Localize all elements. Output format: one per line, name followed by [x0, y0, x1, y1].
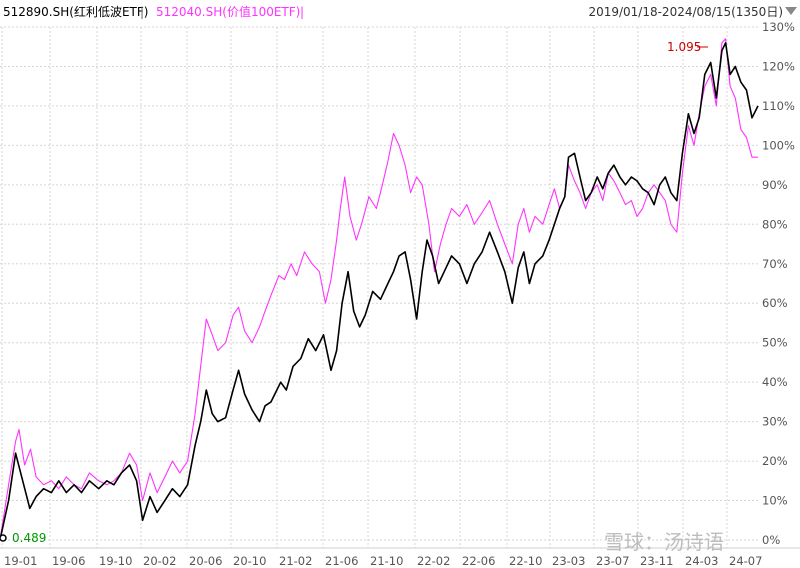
y-tick-label: 120% [762, 59, 795, 73]
grid-layer [0, 26, 800, 549]
date-range: 2019/01/18-2024/08/15(1350日) [588, 5, 783, 19]
y-tick-label: 110% [762, 99, 795, 113]
y-tick-label: 0% [762, 533, 780, 547]
y-tick-label: 100% [762, 138, 795, 152]
y-tick-label: 20% [762, 454, 788, 468]
x-tick-label: 22-02 [417, 554, 450, 568]
y-tick-label: 30% [762, 415, 788, 429]
y-tick-label: 10% [762, 494, 788, 508]
x-tick-label: 24-03 [685, 554, 718, 568]
y-tick-label: 70% [762, 257, 788, 271]
y-tick-label: 60% [762, 296, 788, 310]
x-tick-label: 21-10 [370, 554, 403, 568]
y-tick-label: 130% [762, 20, 795, 34]
x-tick-label: 22-06 [462, 554, 495, 568]
x-tick-label: 21-02 [279, 554, 312, 568]
y-tick-label: 90% [762, 178, 788, 192]
legend-series-b: 512040.SH(价值100ETF) [156, 4, 300, 19]
legend-separator-end: | [300, 5, 304, 19]
x-tick-label: 24-07 [729, 554, 762, 568]
x-tick-label: 23-03 [552, 554, 585, 568]
series-line-512040 [0, 38, 758, 541]
x-tick-label: 21-06 [325, 554, 358, 568]
y-tick-label: 80% [762, 217, 788, 231]
y-tick-label: 40% [762, 375, 788, 389]
x-tick-label: 20-02 [143, 554, 176, 568]
x-tick-label: 20-10 [233, 554, 266, 568]
y-tick-label: 50% [762, 336, 788, 350]
x-tick-label: 23-11 [640, 554, 673, 568]
x-tick-label: 22-10 [509, 554, 542, 568]
dropdown-triangle-icon[interactable] [785, 7, 797, 15]
y-axis-ticks: 0% 10% 20% 30% 40% 50% 60% 70% 80% 90% 100% 110% 120… [762, 20, 795, 547]
legend-separator: | [140, 5, 144, 19]
x-tick-label: 19-06 [52, 554, 85, 568]
min-marker [0, 534, 7, 542]
x-axis-ticks: 19-01 19-06 19-10 20-02 20-06 20-10 21-02 21-06… [4, 554, 762, 568]
x-tick-label: 19-10 [99, 554, 132, 568]
x-tick-label: 20-06 [189, 554, 222, 568]
x-tick-label: 19-01 [4, 554, 37, 568]
legend-series-a: 512890.SH(红利低波ETF) [3, 4, 148, 19]
series-layer [0, 38, 759, 541]
min-value-label: 0.489 [12, 531, 46, 545]
watermark: 雪球：汤诗语 [604, 530, 724, 554]
max-value-label: 1.095 [667, 40, 701, 54]
x-tick-label: 23-07 [596, 554, 629, 568]
series-line-512890 [0, 41, 759, 541]
